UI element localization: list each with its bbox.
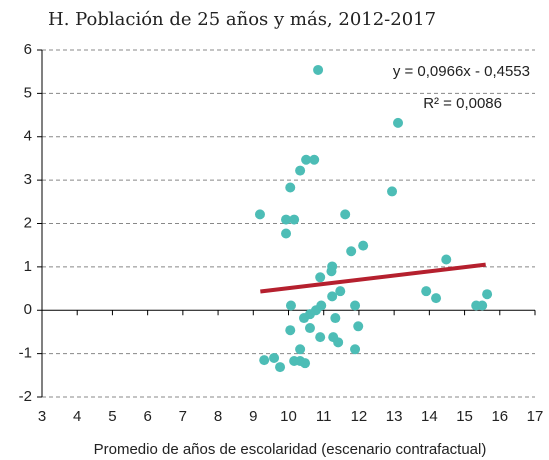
point <box>275 362 286 373</box>
x-tick-label: 11 <box>316 408 332 425</box>
x-tick-label: 3 <box>38 408 46 425</box>
point <box>315 272 326 283</box>
x-tick-label: 10 <box>280 408 297 425</box>
y-tick-label: 3 <box>24 171 32 188</box>
point <box>289 214 300 225</box>
y-tick-label: 0 <box>24 301 32 318</box>
x-tick-label: 12 <box>351 408 368 425</box>
y-tick-label: -2 <box>19 388 32 405</box>
point <box>421 286 432 297</box>
x-tick-label: 14 <box>421 408 438 425</box>
point <box>350 300 361 311</box>
point <box>298 313 309 324</box>
y-tick-label: 5 <box>24 84 32 101</box>
point <box>387 186 398 197</box>
point <box>281 228 292 239</box>
y-tick-label: 4 <box>24 128 32 145</box>
point <box>482 289 493 300</box>
y-tick-label: 1 <box>24 258 32 275</box>
point <box>315 332 326 343</box>
x-tick-label: 9 <box>249 408 257 425</box>
point <box>327 291 338 302</box>
y-tick-label: 2 <box>24 214 32 231</box>
r-squared: R² = 0,0086 <box>423 95 502 112</box>
point <box>309 154 320 165</box>
point <box>393 117 404 128</box>
x-tick-label: 6 <box>143 408 151 425</box>
point <box>259 355 270 366</box>
point <box>353 321 364 332</box>
point <box>254 209 265 220</box>
point <box>350 344 361 355</box>
point <box>431 293 442 304</box>
point <box>281 214 292 225</box>
x-axis-label: Promedio de años de escolaridad (escenar… <box>94 441 487 458</box>
x-tick-label: 15 <box>456 408 473 425</box>
point <box>295 344 306 355</box>
trend-line <box>260 262 486 294</box>
point <box>301 154 312 165</box>
x-tick-label: 5 <box>108 408 116 425</box>
point <box>295 165 306 176</box>
point <box>313 64 324 75</box>
point <box>285 182 296 193</box>
point <box>477 300 488 311</box>
point <box>326 266 337 277</box>
point <box>300 358 311 369</box>
point <box>269 352 280 363</box>
point <box>335 286 346 297</box>
x-tick-label: 7 <box>179 408 187 425</box>
x-tick-label: 17 <box>527 408 544 425</box>
chart-title: H. Población de 25 años y más, 2012-2017 <box>48 9 436 30</box>
point <box>304 323 315 334</box>
point <box>285 325 296 336</box>
y-tick-label: -1 <box>19 345 32 362</box>
point <box>358 240 369 251</box>
y-tick-label: 6 <box>24 41 32 58</box>
point <box>285 300 296 311</box>
point <box>346 246 357 257</box>
point <box>333 337 344 348</box>
x-tick-label: 8 <box>214 408 222 425</box>
x-tick-label: 4 <box>73 408 81 425</box>
trend-equation: y = 0,0966x - 0,4553 <box>393 63 530 80</box>
point <box>441 254 452 265</box>
point <box>330 313 341 324</box>
point <box>340 209 351 220</box>
x-tick-label: 16 <box>491 408 508 425</box>
x-tick-label: 13 <box>386 408 403 425</box>
